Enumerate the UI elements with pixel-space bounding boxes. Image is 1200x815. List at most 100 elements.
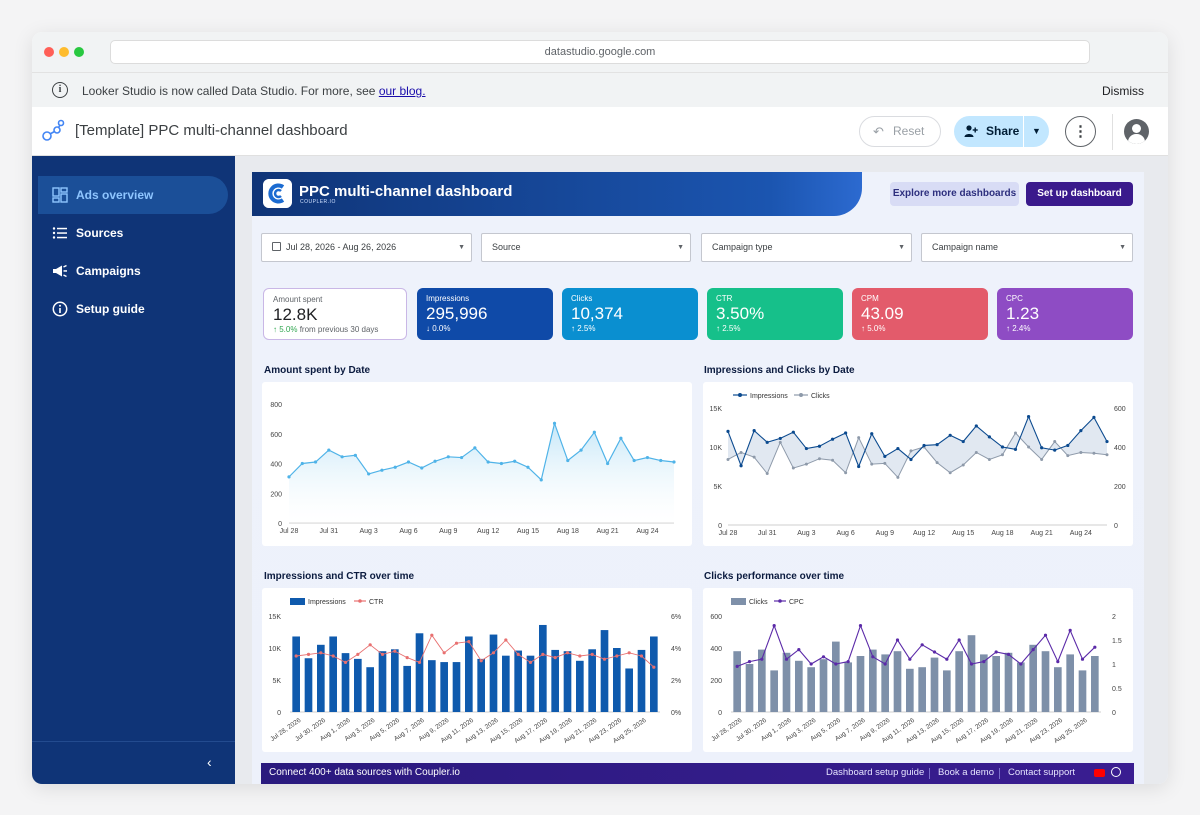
report-title[interactable]: [Template] PPC multi-channel dashboard bbox=[75, 122, 348, 139]
kpi-cpc[interactable]: CPC 1.23 ↑ 2.4% bbox=[997, 288, 1133, 340]
setup-guide-link[interactable]: Dashboard setup guide bbox=[826, 767, 925, 778]
data-point bbox=[659, 458, 663, 463]
data-point-cpc bbox=[982, 660, 986, 664]
address-bar[interactable]: datastudio.google.com bbox=[110, 40, 1090, 64]
data-point-impressions bbox=[1079, 429, 1083, 433]
dropdown-caret-icon: ▼ bbox=[898, 244, 905, 251]
youtube-icon[interactable] bbox=[1094, 769, 1105, 777]
data-point-ctr bbox=[393, 649, 397, 653]
y-right-tick-label: 6% bbox=[671, 614, 681, 621]
kpi-ctr[interactable]: CTR 3.50% ↑ 2.5% bbox=[707, 288, 843, 340]
clicks-performance-chart-card[interactable]: 0 200 400 600 0 0.5 1 1.5 2 Clicks CPC Jul 28, 2026… bbox=[703, 588, 1133, 752]
data-point-cpc bbox=[957, 638, 961, 642]
campaign-name-filter[interactable]: Campaign name ▼ bbox=[921, 233, 1133, 262]
data-point-impressions bbox=[765, 440, 769, 444]
bar-impressions bbox=[354, 658, 362, 712]
source-filter-label: Source bbox=[492, 242, 521, 252]
source-filter[interactable]: Source ▼ bbox=[481, 233, 691, 262]
kpi-amount-spent[interactable]: Amount spent 12.8K ↑ 5.0% from previous … bbox=[263, 288, 407, 340]
series-line-clicks bbox=[727, 432, 1108, 479]
nav-item-setup-guide[interactable]: Setup guide bbox=[38, 290, 228, 328]
data-point-impressions bbox=[739, 464, 743, 468]
contact-support-link[interactable]: Contact support bbox=[1008, 767, 1076, 778]
data-studio-logo-icon[interactable] bbox=[42, 119, 66, 143]
bar-clicks bbox=[918, 667, 926, 712]
bar-clicks bbox=[980, 654, 988, 712]
bar-clicks bbox=[745, 664, 754, 712]
data-point bbox=[300, 461, 304, 466]
data-point-ctr bbox=[405, 656, 409, 660]
chevron-down-icon[interactable]: ▼ bbox=[1032, 126, 1041, 136]
data-point bbox=[539, 478, 543, 482]
bar-clicks bbox=[1017, 662, 1025, 712]
campaign-type-filter[interactable]: Campaign type ▼ bbox=[701, 233, 912, 262]
brand-label: COUPLER.IO bbox=[300, 199, 336, 205]
x-tick-label: Aug 21 bbox=[1031, 530, 1053, 537]
date-range-filter[interactable]: Jul 28, 2026 - Aug 26, 2026 ▼ bbox=[261, 233, 472, 262]
nav-item-ads-overview[interactable]: Ads overview bbox=[38, 176, 228, 214]
kpi-value: 43.09 bbox=[861, 304, 904, 323]
calendar-icon bbox=[272, 242, 281, 251]
close-window-button[interactable] bbox=[44, 47, 54, 57]
y-left-tick-label: 0 bbox=[277, 710, 281, 717]
bar-impressions bbox=[440, 662, 448, 712]
bar-clicks bbox=[1078, 670, 1087, 712]
campaign-type-filter-label: Campaign type bbox=[712, 242, 773, 252]
book-demo-link[interactable]: Book a demo bbox=[938, 767, 994, 778]
data-point-clicks bbox=[857, 436, 861, 440]
share-label: Share bbox=[986, 124, 1020, 138]
maximize-window-button[interactable] bbox=[74, 47, 84, 57]
data-point-impressions bbox=[1000, 445, 1005, 449]
data-point-ctr bbox=[528, 660, 533, 664]
data-point-ctr bbox=[430, 633, 434, 637]
data-point-ctr bbox=[615, 654, 619, 658]
data-point-ctr bbox=[417, 660, 422, 664]
y-right-tick-label: 1 bbox=[1112, 662, 1116, 669]
data-point bbox=[367, 472, 371, 476]
footer-promo-text: Connect 400+ data sources with Coupler.i… bbox=[269, 767, 460, 778]
kpi-label: Amount spent bbox=[273, 295, 323, 304]
dismiss-button[interactable]: Dismiss bbox=[1102, 84, 1144, 98]
bar-impressions bbox=[477, 658, 485, 712]
chart-title-impressions-clicks: Impressions and Clicks by Date bbox=[704, 365, 855, 376]
report-navigation: Ads overview Sources Campaigns bbox=[32, 156, 235, 784]
collapse-sidebar-button[interactable]: ‹ bbox=[32, 741, 235, 784]
account-avatar[interactable] bbox=[1124, 119, 1149, 144]
data-point-cpc bbox=[1043, 633, 1048, 637]
data-point bbox=[632, 458, 636, 463]
data-point-ctr bbox=[504, 638, 508, 642]
data-point-impressions bbox=[1040, 446, 1044, 450]
nav-item-sources[interactable]: Sources bbox=[38, 214, 228, 252]
kpi-impressions[interactable]: Impressions 295,996 ↓ 0.0% bbox=[417, 288, 553, 340]
more-options-button[interactable]: ⋮ bbox=[1065, 116, 1096, 147]
amount-spent-chart-card[interactable]: 0 200 400 600 800 Jul 28 Jul 31 Aug 3 Aug 6 Aug 9… bbox=[262, 382, 692, 546]
kpi-cpm[interactable]: CPM 43.09 ↑ 5.0% bbox=[852, 288, 988, 340]
bar-clicks bbox=[758, 649, 766, 712]
browser-window: datastudio.google.com i Looker Studio is… bbox=[32, 32, 1168, 784]
data-point-clicks bbox=[752, 455, 756, 459]
data-point bbox=[473, 446, 477, 450]
explore-dashboards-button[interactable]: Explore more dashboards bbox=[890, 182, 1019, 206]
y-tick-label: 200 bbox=[270, 491, 282, 498]
impressions-clicks-chart-card[interactable]: 0 5K 10K 15K 0 200 400 600 Impressions Clicks Jul … bbox=[703, 382, 1133, 546]
nav-label: Sources bbox=[76, 226, 124, 240]
data-point-cpc bbox=[772, 624, 776, 628]
data-point-clicks bbox=[831, 458, 835, 462]
setup-dashboard-button[interactable]: Set up dashboard bbox=[1026, 182, 1133, 206]
data-point bbox=[645, 455, 650, 460]
area-fill bbox=[289, 423, 674, 523]
kpi-delta: ↓ 0.0% bbox=[426, 324, 451, 333]
kpi-clicks[interactable]: Clicks 10,374 ↑ 2.5% bbox=[562, 288, 698, 340]
data-point-impressions bbox=[726, 429, 730, 433]
data-point-ctr bbox=[319, 651, 323, 655]
nav-item-campaigns[interactable]: Campaigns bbox=[38, 252, 228, 290]
reset-button[interactable]: ↶ Reset bbox=[859, 116, 941, 147]
series-line-amount-spent bbox=[288, 421, 675, 482]
share-button[interactable]: Share ▼ bbox=[954, 116, 1049, 147]
globe-icon[interactable] bbox=[1111, 767, 1121, 777]
x-tick-label: Aug 21 bbox=[597, 528, 619, 535]
impressions-ctr-chart-card[interactable]: 0 5K 10K 15K 0% 2% 4% 6% Impressions CTR Jul 28, 2… bbox=[262, 588, 692, 752]
bar-impressions bbox=[637, 649, 646, 712]
minimize-window-button[interactable] bbox=[59, 47, 69, 57]
blog-link[interactable]: our blog. bbox=[378, 84, 426, 98]
